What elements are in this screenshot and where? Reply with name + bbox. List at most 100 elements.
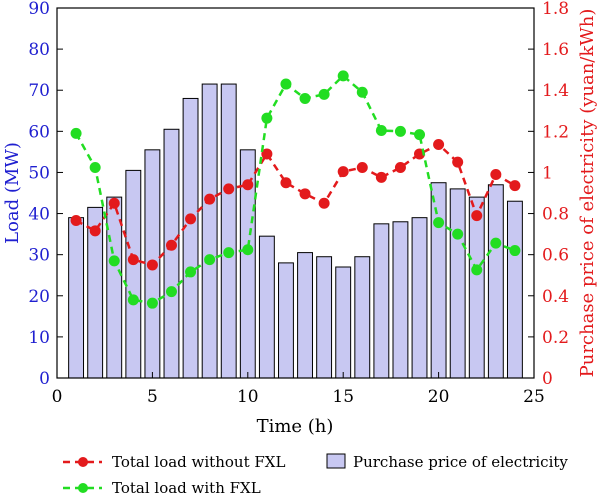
left-tick-label-70: 70 <box>28 81 50 101</box>
right-tick-label-1: 1 <box>542 163 553 183</box>
point-0-1 <box>70 215 82 227</box>
left-tick-label-90: 90 <box>28 0 50 19</box>
left-tick-label-50: 50 <box>28 163 50 183</box>
point-1-16 <box>356 86 368 98</box>
x-tick-label-20: 20 <box>428 387 450 407</box>
point-1-22 <box>471 264 483 276</box>
right-tick-label-0.8: 0.8 <box>542 205 569 225</box>
point-1-8 <box>204 254 216 266</box>
lines-layer <box>70 70 521 309</box>
point-0-5 <box>146 259 158 271</box>
point-0-11 <box>261 148 273 160</box>
bar-3 <box>106 196 123 379</box>
left-tick-label-0: 0 <box>39 369 50 389</box>
legend-label-price: Purchase price of electricity <box>353 453 568 471</box>
legend: Total load without FXL Purchase price of… <box>63 453 568 495</box>
bars-layer <box>68 83 523 379</box>
right-tick-label-1.8: 1.8 <box>542 0 569 19</box>
bar-7 <box>182 97 199 379</box>
bar-13 <box>297 252 313 379</box>
bar-8 <box>201 83 218 379</box>
legend-label-with-fxl: Total load with FXL <box>112 479 261 495</box>
x-tick-label-0: 0 <box>52 387 63 407</box>
point-0-8 <box>204 193 216 205</box>
point-1-17 <box>375 125 387 137</box>
point-1-14 <box>318 88 330 100</box>
left-tick-label-10: 10 <box>28 328 50 348</box>
bar-4 <box>125 169 142 379</box>
point-1-10 <box>242 244 254 256</box>
right-tick-label-0.4: 0.4 <box>542 287 569 307</box>
right-tick-label-1.4: 1.4 <box>542 81 569 101</box>
point-0-9 <box>223 183 235 195</box>
bar-16 <box>354 256 371 379</box>
left-axis-label: Load (MW) <box>2 142 23 244</box>
point-0-22 <box>471 210 483 222</box>
left-tick-label-20: 20 <box>28 287 50 307</box>
right-tick-label-1.6: 1.6 <box>542 40 569 60</box>
point-0-10 <box>242 179 254 191</box>
bar-21 <box>449 188 466 379</box>
point-1-7 <box>185 266 197 278</box>
point-1-1 <box>70 127 82 139</box>
bar-11 <box>258 235 275 379</box>
x-tick-label-10: 10 <box>237 387 259 407</box>
point-1-20 <box>433 217 445 229</box>
bar-18 <box>392 221 409 379</box>
point-1-19 <box>414 129 426 141</box>
left-tick-label-30: 30 <box>28 246 50 266</box>
point-1-3 <box>108 255 120 267</box>
bar-23 <box>487 184 504 379</box>
legend-swatch-price <box>326 453 346 469</box>
series-0 <box>70 138 521 271</box>
bar-22 <box>468 196 485 379</box>
point-1-18 <box>394 125 406 137</box>
series-line-0 <box>75 142 516 267</box>
point-1-21 <box>452 228 464 240</box>
point-0-17 <box>375 171 387 183</box>
point-0-20 <box>433 138 445 150</box>
point-0-2 <box>89 225 101 237</box>
legend-entry-with-fxl: Total load with FXL <box>63 479 261 495</box>
point-1-4 <box>127 294 139 306</box>
legend-entry-price: Purchase price of electricity <box>326 453 568 471</box>
x-tick-label-5: 5 <box>147 387 158 407</box>
point-0-14 <box>318 197 330 209</box>
point-0-13 <box>299 188 311 200</box>
x-tick-label-25: 25 <box>523 387 545 407</box>
point-1-15 <box>337 70 349 82</box>
bar-1 <box>68 217 85 379</box>
point-0-24 <box>509 180 521 192</box>
right-tick-label-0.2: 0.2 <box>542 328 569 348</box>
left-tick-label-60: 60 <box>28 122 50 142</box>
point-0-6 <box>165 239 177 251</box>
point-0-4 <box>127 254 139 266</box>
bar-24 <box>506 200 523 379</box>
bar-12 <box>278 262 294 379</box>
point-0-23 <box>490 169 502 180</box>
point-1-12 <box>280 78 292 90</box>
series-1 <box>70 70 521 309</box>
x-tick-label-15: 15 <box>332 387 354 407</box>
right-axis-label: Purchase price of electricity (yuan/kWh) <box>577 9 598 378</box>
point-1-6 <box>165 286 177 298</box>
point-1-9 <box>223 247 235 259</box>
point-1-5 <box>146 297 158 309</box>
left-tick-label-40: 40 <box>28 205 50 225</box>
bar-19 <box>411 217 428 379</box>
right-tick-label-1.2: 1.2 <box>542 122 569 142</box>
point-0-15 <box>337 166 349 178</box>
point-0-18 <box>394 162 406 174</box>
point-0-12 <box>280 177 292 189</box>
bar-14 <box>316 256 333 379</box>
legend-entry-without-fxl: Total load without FXL <box>63 453 285 471</box>
bar-17 <box>373 223 390 379</box>
bar-9 <box>220 83 237 379</box>
legend-marker-with-fxl <box>78 483 88 493</box>
right-tick-label-0.6: 0.6 <box>542 246 569 266</box>
bar-20 <box>430 182 447 379</box>
point-1-24 <box>509 245 521 257</box>
legend-label-without-fxl: Total load without FXL <box>112 453 285 471</box>
bar-15 <box>335 266 352 379</box>
